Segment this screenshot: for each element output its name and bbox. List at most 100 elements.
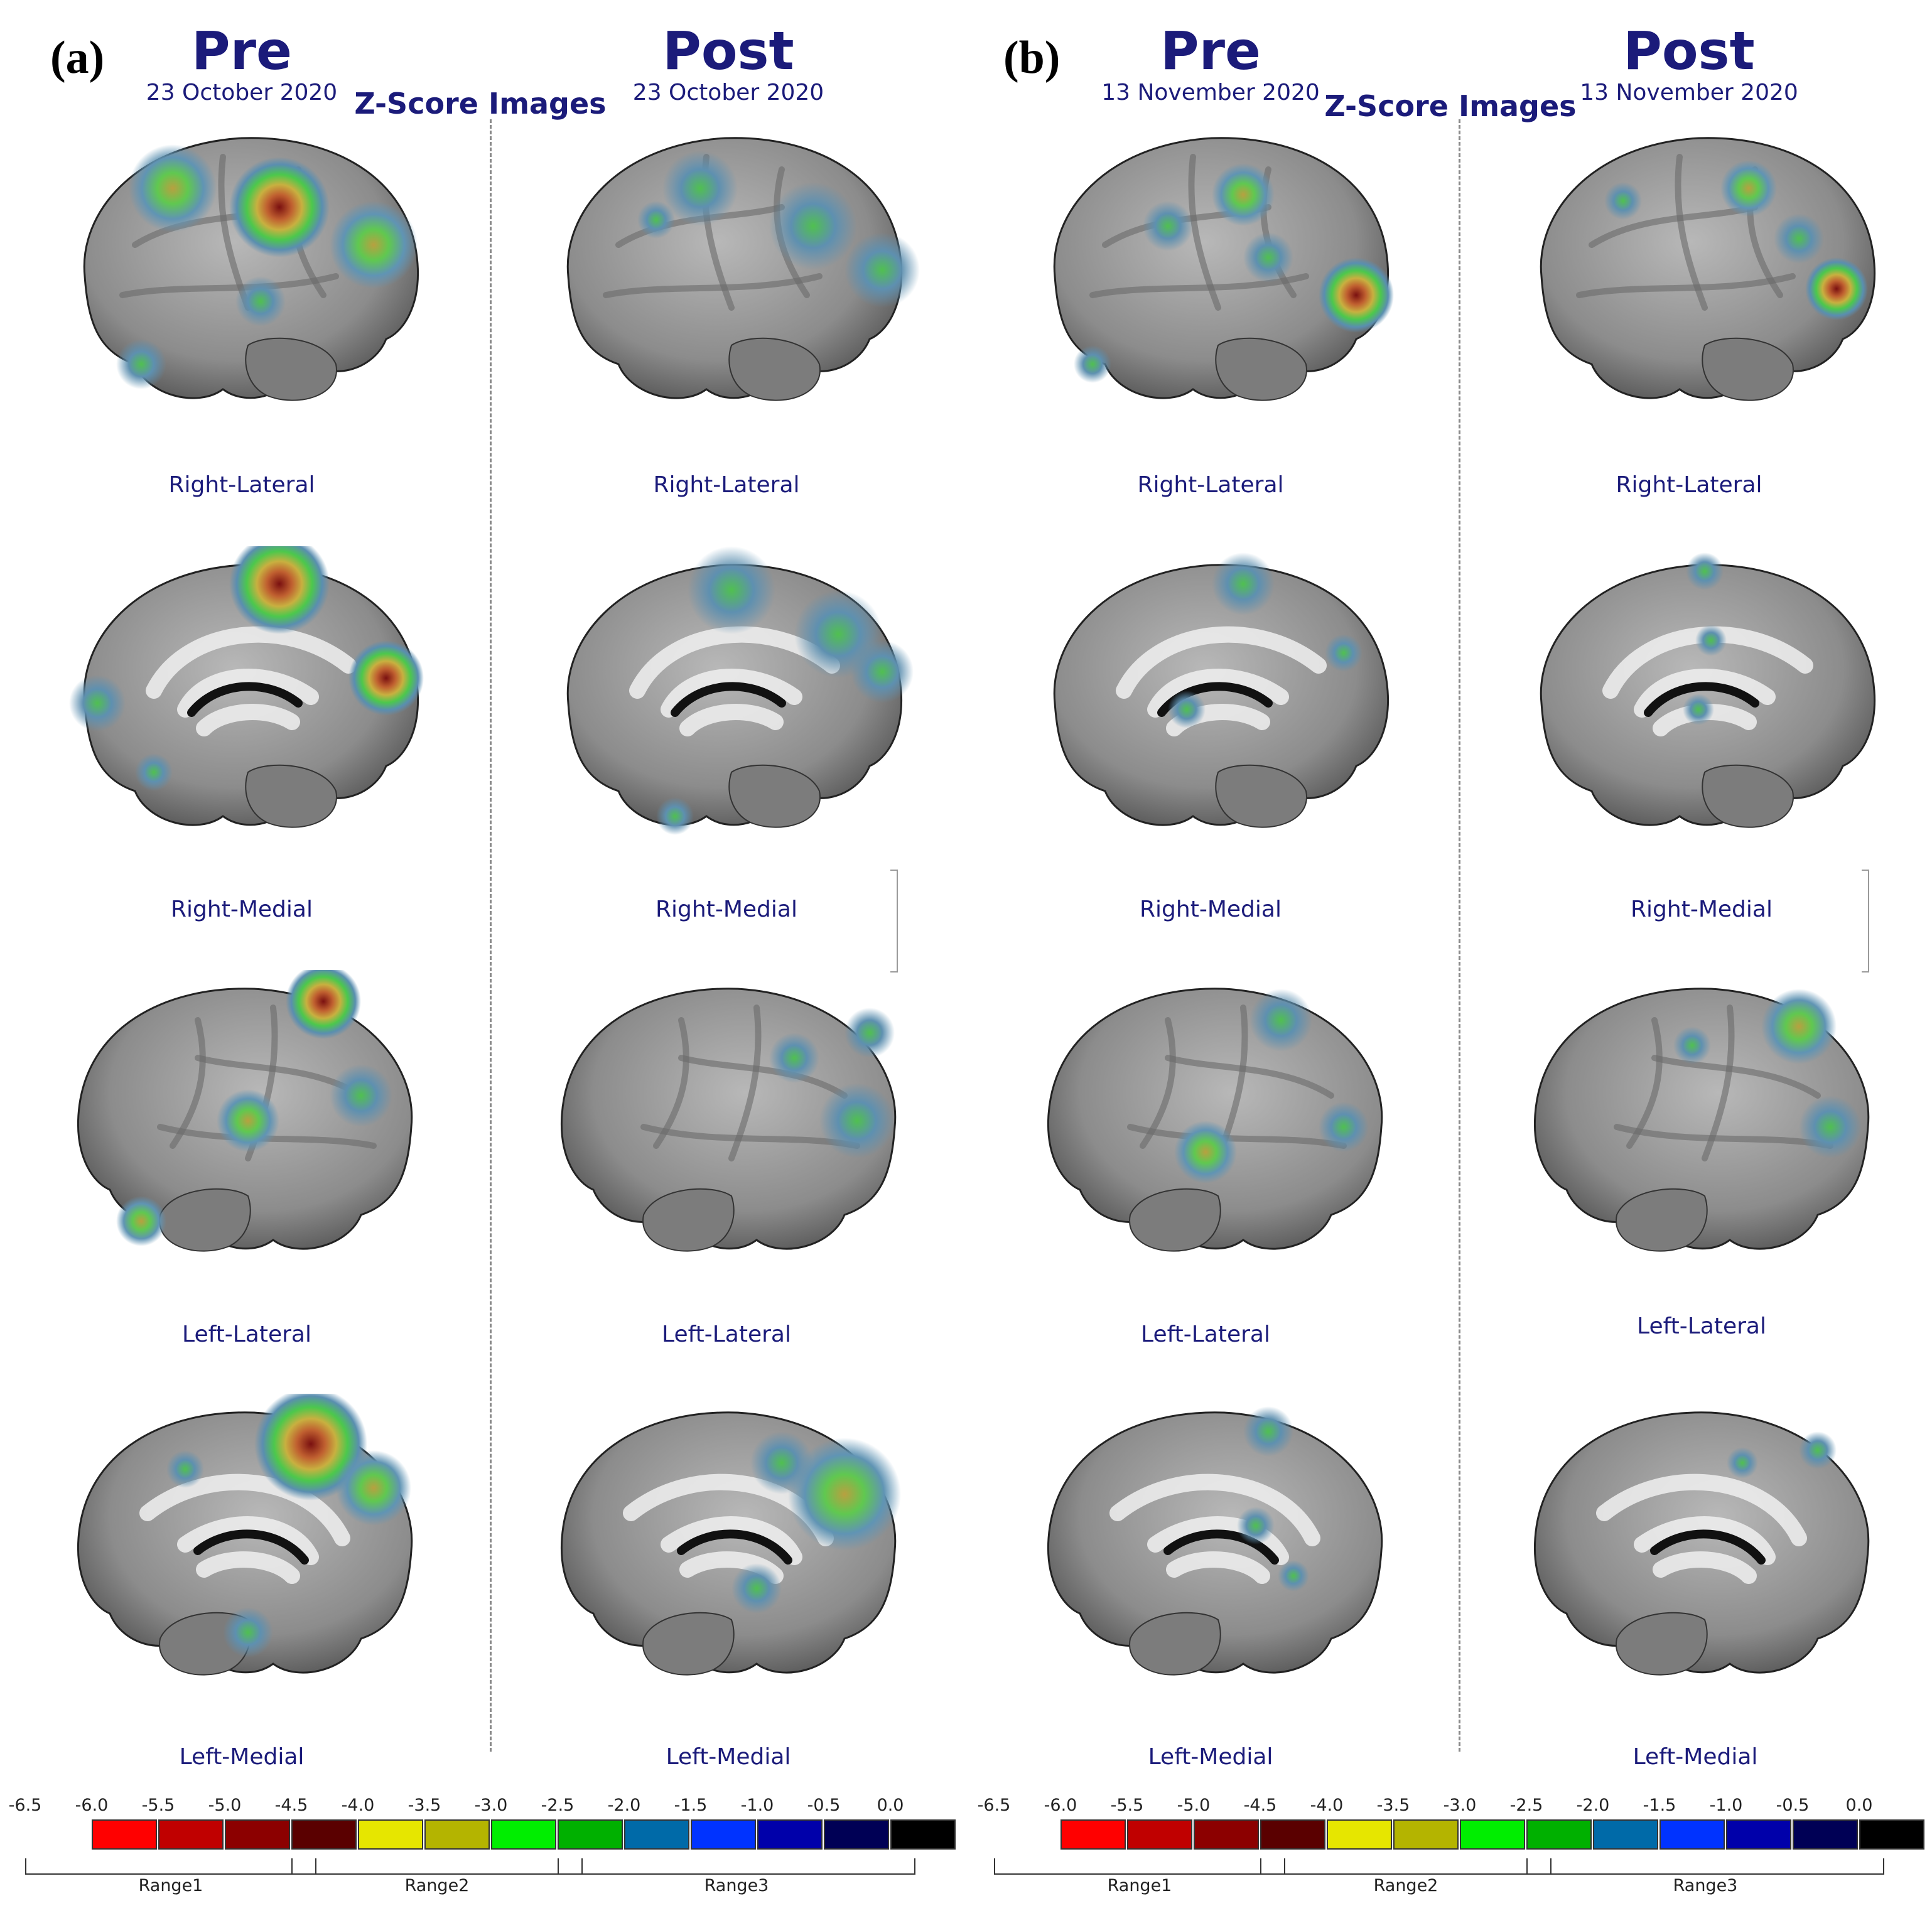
colorbar-swatch xyxy=(1859,1819,1924,1850)
colorbar-swatch xyxy=(757,1819,823,1850)
colorbar-swatch xyxy=(158,1819,224,1850)
colorbar-swatch xyxy=(1060,1819,1126,1850)
colorbar-swatch xyxy=(1593,1819,1658,1850)
colorbar-tick-label: -5.5 xyxy=(1110,1796,1144,1815)
panel-b-post-label-1: Right-Lateral xyxy=(1616,472,1762,498)
activation-spot xyxy=(1319,257,1394,333)
panel-a-post-date: 23 October 2020 xyxy=(632,80,824,105)
panel-b-side-bracket xyxy=(1862,870,1869,972)
panel-a-pre-label-4: Left-Medial xyxy=(179,1744,305,1770)
panel-a-letter: (a) xyxy=(50,32,105,84)
activation-spot xyxy=(1212,163,1275,226)
activation-spot xyxy=(1074,345,1111,383)
activation-spot xyxy=(851,640,914,703)
activation-spot xyxy=(769,182,857,270)
panel-b-post-label-4: Left-Medial xyxy=(1632,1744,1758,1770)
activation-spot xyxy=(286,970,361,1039)
activation-spot xyxy=(1799,1431,1837,1469)
colorbar-tick-label: -0.5 xyxy=(1776,1796,1810,1815)
panel-b-pre-label-2: Right-Medial xyxy=(1140,897,1282,922)
brain-bpost-right-lateral xyxy=(1540,137,1876,401)
panel-a-colorbar: -6.5 -6.0 -5.5 -5.0 -4.5 -4.0 -3.5 -3.0 -2.5 -2.0… xyxy=(9,1796,956,1896)
activation-spot xyxy=(1243,1406,1293,1457)
colorbar-tick-label: -5.0 xyxy=(1177,1796,1211,1815)
colorbar-swatch xyxy=(225,1819,290,1850)
panel-b-pre-header: Pre 13 November 2020 xyxy=(1047,22,1374,106)
activation-spot xyxy=(750,1431,813,1494)
activation-spot xyxy=(819,1083,895,1158)
colorbar-swatch xyxy=(92,1819,157,1850)
colorbar-swatch xyxy=(558,1819,623,1850)
brain-apost-left-lateral xyxy=(560,988,897,1252)
panel-a-divider xyxy=(490,119,492,1752)
colorbar-tick-label: -2.0 xyxy=(1576,1796,1610,1815)
activation-spot xyxy=(1168,691,1206,728)
colorbar-swatch xyxy=(1726,1819,1791,1850)
colorbar-range-label: Range2 xyxy=(404,1876,470,1895)
brain-bpre-left-medial xyxy=(1047,1406,1383,1676)
panel-a-post-label-4: Left-Medial xyxy=(666,1744,791,1770)
activation-spot xyxy=(116,1196,166,1246)
activation-spot xyxy=(330,201,418,289)
panel-a-pre-label-1: Right-Lateral xyxy=(168,472,315,498)
activation-spot xyxy=(116,339,166,389)
colorbar-tick-label: -1.0 xyxy=(740,1796,774,1815)
panel-b-center-title: Z-Score Images xyxy=(1324,89,1577,123)
brain-apost-right-medial xyxy=(566,546,914,835)
activation-spot xyxy=(348,640,424,716)
panel-b-pre-label-3: Left-Lateral xyxy=(1141,1322,1270,1347)
colorbar-swatch xyxy=(1327,1819,1392,1850)
activation-spot xyxy=(129,144,217,232)
activation-spot xyxy=(769,1033,819,1083)
panel-b-letter: (b) xyxy=(1003,32,1060,84)
activation-spot xyxy=(1249,989,1312,1052)
brain-bpre-right-lateral xyxy=(1053,137,1394,401)
colorbar-tick-label: -3.5 xyxy=(1376,1796,1410,1815)
colorbar-tick-label: -4.0 xyxy=(341,1796,375,1815)
colorbar-swatch xyxy=(1793,1819,1858,1850)
colorbar-range-label: Range3 xyxy=(1673,1876,1738,1895)
activation-spot xyxy=(1686,552,1724,590)
activation-spot xyxy=(845,1008,895,1058)
activation-spot xyxy=(166,1450,204,1488)
colorbar-tick-label: -2.5 xyxy=(1509,1796,1543,1815)
colorbar-range-bracket xyxy=(558,1858,915,1875)
colorbar-swatch xyxy=(424,1819,490,1850)
activation-spot xyxy=(1774,213,1824,264)
colorbar-tick-label: -6.0 xyxy=(75,1796,109,1815)
activation-spot xyxy=(1319,1102,1369,1152)
activation-spot xyxy=(1237,1507,1275,1544)
activation-spot xyxy=(229,157,330,257)
panel-b-post-label-3: Left-Lateral xyxy=(1637,1313,1766,1339)
panel-a-post-label-1: Right-Lateral xyxy=(653,472,800,498)
brain-bpost-left-lateral xyxy=(1533,988,1870,1252)
activation-spot xyxy=(1727,1447,1758,1479)
colorbar-range-label: Range1 xyxy=(138,1876,203,1895)
activation-spot xyxy=(1720,160,1777,217)
colorbar-range-label: Range3 xyxy=(704,1876,769,1895)
colorbar-tick-label: -1.5 xyxy=(1643,1796,1676,1815)
activation-spot xyxy=(788,1438,901,1551)
colorbar-swatch xyxy=(291,1819,357,1850)
activation-spot xyxy=(135,753,173,791)
activation-spot xyxy=(229,546,330,634)
panel-a-post-header: Post 23 October 2020 xyxy=(565,22,892,106)
activation-spot xyxy=(1212,552,1275,615)
panel-b-pre-title: Pre xyxy=(1160,20,1261,82)
colorbar-tick-label: -1.5 xyxy=(674,1796,708,1815)
colorbar-swatch xyxy=(691,1819,756,1850)
panel-a-post-title: Post xyxy=(662,20,794,82)
colorbar-swatch xyxy=(1659,1819,1725,1850)
activation-spot xyxy=(1673,1026,1711,1064)
colorbar-tick-label: -6.5 xyxy=(977,1796,1011,1815)
colorbar-range-label: Range1 xyxy=(1107,1876,1172,1895)
colorbar-tick-label: -1.0 xyxy=(1709,1796,1743,1815)
activation-spot xyxy=(688,546,775,634)
colorbar-tick-label: -3.5 xyxy=(407,1796,441,1815)
activation-spot xyxy=(1761,989,1837,1064)
colorbar-tick-label: -0.5 xyxy=(807,1796,841,1815)
panel-a-center-title: Z-Score Images xyxy=(354,87,607,121)
colorbar-tick-label: -3.0 xyxy=(474,1796,508,1815)
colorbar-range-bracket xyxy=(1526,1858,1884,1875)
colorbar-tick-label: -6.0 xyxy=(1044,1796,1077,1815)
